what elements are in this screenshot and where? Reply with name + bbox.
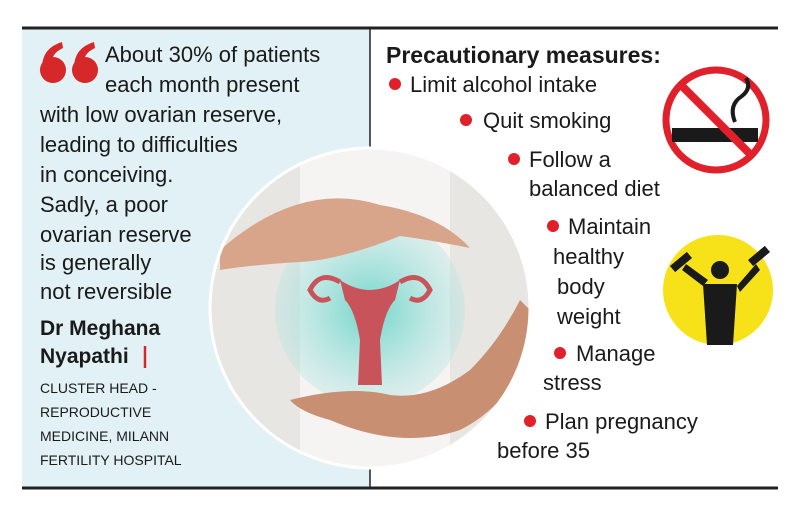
bullet bbox=[508, 153, 520, 165]
quote-line: each month present bbox=[105, 72, 299, 97]
bullet bbox=[554, 347, 566, 359]
quote-line: Sadly, a poor bbox=[40, 192, 168, 217]
photo-border bbox=[208, 146, 532, 470]
bullet bbox=[524, 415, 536, 427]
bullet bbox=[460, 114, 472, 126]
author-title: REPRODUCTIVE bbox=[40, 404, 151, 420]
no-smoking-icon bbox=[662, 66, 770, 174]
measure-line: Maintain bbox=[568, 214, 651, 239]
measure-line: balanced diet bbox=[529, 176, 660, 201]
quote-line: is generally bbox=[40, 250, 151, 275]
quote-line: leading to difficulties bbox=[40, 132, 238, 157]
quote-line: About 30% of patients bbox=[105, 42, 320, 67]
author-title: CLUSTER HEAD - bbox=[40, 380, 157, 396]
quote-line: with low ovarian reserve, bbox=[39, 102, 282, 127]
measure-line: Manage bbox=[576, 341, 656, 366]
measure-line: Follow a bbox=[529, 147, 612, 172]
measure-line: healthy bbox=[553, 244, 624, 269]
author-name: Dr Meghana bbox=[40, 317, 161, 340]
quote-mark bbox=[40, 42, 98, 83]
author-title: FERTILITY HOSPITAL bbox=[40, 452, 182, 468]
measure-line: body bbox=[557, 274, 605, 299]
author-name: Nyapathi bbox=[40, 345, 129, 368]
photo bbox=[210, 148, 530, 468]
quote-line: not reversible bbox=[40, 279, 172, 304]
measure-line: Plan pregnancy bbox=[545, 409, 698, 434]
measure-line: weight bbox=[556, 304, 621, 329]
quote-line: ovarian reserve bbox=[40, 222, 192, 247]
quote-line: in conceiving. bbox=[40, 162, 173, 187]
heading: Precautionary measures: bbox=[386, 42, 661, 68]
author-title: MEDICINE, MILANN bbox=[40, 428, 169, 444]
measure-line: Quit smoking bbox=[483, 108, 611, 133]
measure-line: before 35 bbox=[497, 438, 590, 463]
bullet bbox=[389, 78, 401, 90]
bullet bbox=[547, 220, 559, 232]
exercise-icon bbox=[663, 235, 773, 345]
measure-line: stress bbox=[543, 370, 602, 395]
measure-line: Limit alcohol intake bbox=[410, 72, 597, 97]
